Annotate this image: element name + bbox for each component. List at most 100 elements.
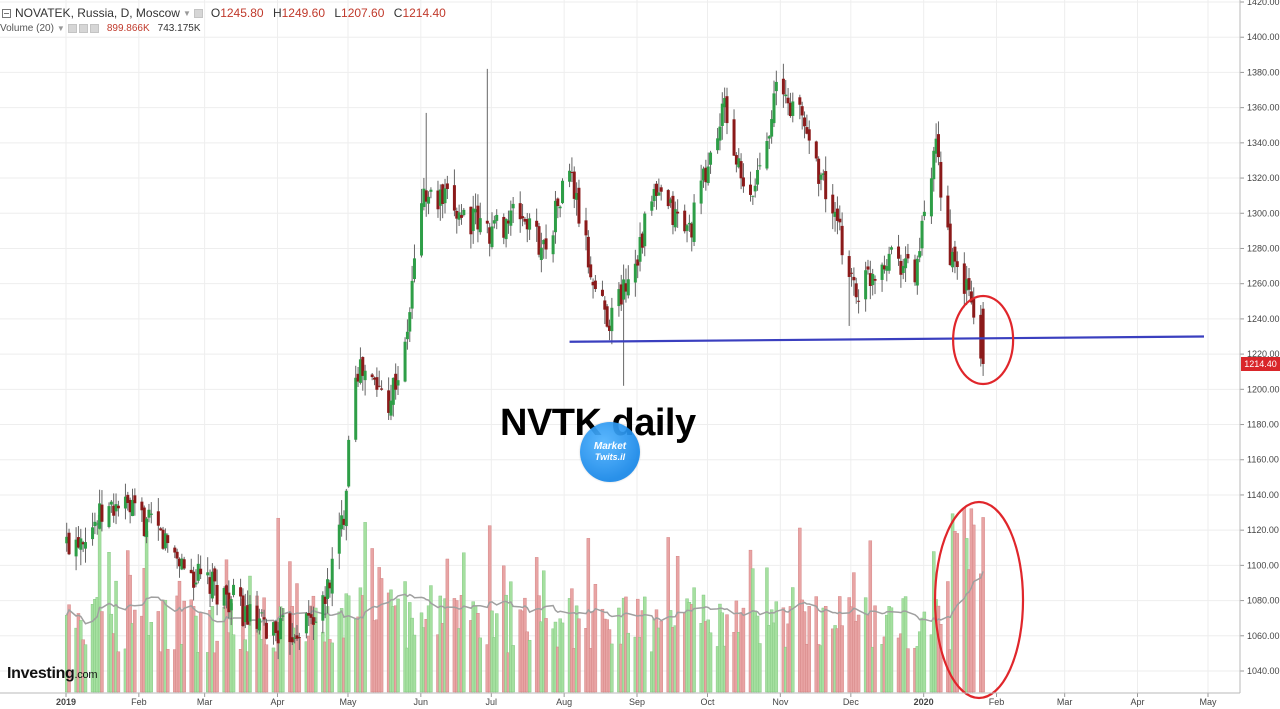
candle-body <box>600 289 604 296</box>
x-tick-label: Feb <box>131 697 147 707</box>
volume-bar <box>462 552 466 693</box>
candle-body <box>422 188 426 207</box>
volume-bar <box>823 606 828 693</box>
candle-body <box>290 637 294 643</box>
candle-body <box>509 210 513 226</box>
candle-body <box>337 524 341 554</box>
candle-body <box>638 237 642 262</box>
y-tick-label: 1040.00 <box>1247 666 1280 676</box>
candle-body <box>831 194 835 214</box>
volume-bar <box>346 595 351 693</box>
candle-body <box>276 630 280 644</box>
candle-body <box>107 506 111 527</box>
candle-body <box>640 233 644 248</box>
volume-bar <box>659 620 663 693</box>
candle-body <box>922 211 926 217</box>
candle-body <box>835 208 839 221</box>
candle-body <box>936 134 940 158</box>
dropdown-caret-icon[interactable]: ▼ <box>182 8 191 18</box>
grid-layer <box>0 0 1240 693</box>
candle-body <box>420 203 424 256</box>
candle-body <box>854 283 858 298</box>
candle-body <box>145 518 149 538</box>
candle-body <box>471 208 475 231</box>
candle-body <box>772 93 776 124</box>
candle-body <box>391 377 395 405</box>
candle-body <box>427 196 431 204</box>
candle-body <box>358 359 362 383</box>
candle-body <box>553 200 557 233</box>
candle-body <box>716 138 720 151</box>
candle-body <box>457 212 461 220</box>
candle-layer <box>65 63 985 660</box>
candle-body <box>326 579 330 599</box>
candle-body <box>551 235 555 255</box>
y-tick-label: 1420.00 <box>1247 0 1280 7</box>
volume-settings-square-icon[interactable] <box>67 24 77 33</box>
volume-bar <box>906 648 910 693</box>
candle-body <box>495 214 499 221</box>
symbol-label: NOVATEK, Russia, D, Moscow <box>15 6 180 20</box>
x-tick-label: Mar <box>1057 697 1073 707</box>
volume-visibility-square-icon[interactable] <box>78 24 88 33</box>
x-tick-label: 2020 <box>914 697 934 707</box>
volume-close-square-icon[interactable] <box>89 24 99 33</box>
y-tick-label: 1140.00 <box>1247 490 1279 500</box>
highlight-circle-volume <box>933 500 1025 700</box>
candle-body <box>882 265 886 270</box>
open-label: O <box>210 6 221 20</box>
candle-body <box>485 220 489 224</box>
volume-bar <box>224 559 229 693</box>
candle-body <box>666 190 670 207</box>
candle-body <box>506 220 510 224</box>
volume-bar <box>215 640 219 693</box>
candle-body <box>899 260 903 275</box>
volume-bar <box>445 558 450 693</box>
volume-bar <box>570 588 574 693</box>
x-tick-label: Sep <box>629 697 645 707</box>
volume-bar <box>403 581 407 693</box>
candle-body <box>774 81 778 92</box>
candle-body <box>969 291 973 303</box>
candle-body <box>525 219 529 230</box>
candle-body <box>704 167 708 183</box>
candle-body <box>659 187 663 192</box>
candle-body <box>93 521 97 527</box>
x-tick-label: May <box>339 697 357 707</box>
candle-body <box>906 253 910 259</box>
x-tick-label: Aug <box>556 697 572 707</box>
support-trendline <box>569 335 1205 343</box>
candle-body <box>946 195 950 228</box>
ohlc-values: O1245.80 H1249.60 L1207.60 C1214.40 <box>211 6 452 20</box>
candle-body <box>753 185 757 192</box>
candle-body <box>248 604 252 622</box>
candle-body <box>857 300 861 302</box>
candle-body <box>95 523 99 525</box>
x-tick-label: Oct <box>700 697 715 707</box>
candle-body <box>375 377 379 390</box>
candle-body <box>459 215 463 218</box>
y-tick-label: 1260.00 <box>1247 279 1280 289</box>
volume-bar <box>495 613 499 693</box>
x-tick-label: Apr <box>270 697 284 707</box>
close-label: C <box>393 6 403 20</box>
volume-dropdown-caret-icon[interactable]: ▼ <box>56 24 65 33</box>
candle-body <box>807 129 811 141</box>
volume-bar <box>231 634 236 693</box>
volume-bar <box>577 618 581 693</box>
candle-body <box>274 621 278 634</box>
volume-bar <box>692 587 696 693</box>
candle-body <box>965 279 969 291</box>
volume-bar <box>675 556 680 693</box>
candle-body <box>756 169 760 185</box>
volume-bar <box>939 624 943 693</box>
candle-body <box>955 261 959 268</box>
x-tick-label: Dec <box>843 697 860 707</box>
candle-body <box>330 558 334 594</box>
candle-body <box>591 281 595 286</box>
settings-square-icon[interactable] <box>193 8 203 18</box>
collapse-toggle-icon[interactable] <box>2 8 11 18</box>
candle-body <box>605 306 609 327</box>
